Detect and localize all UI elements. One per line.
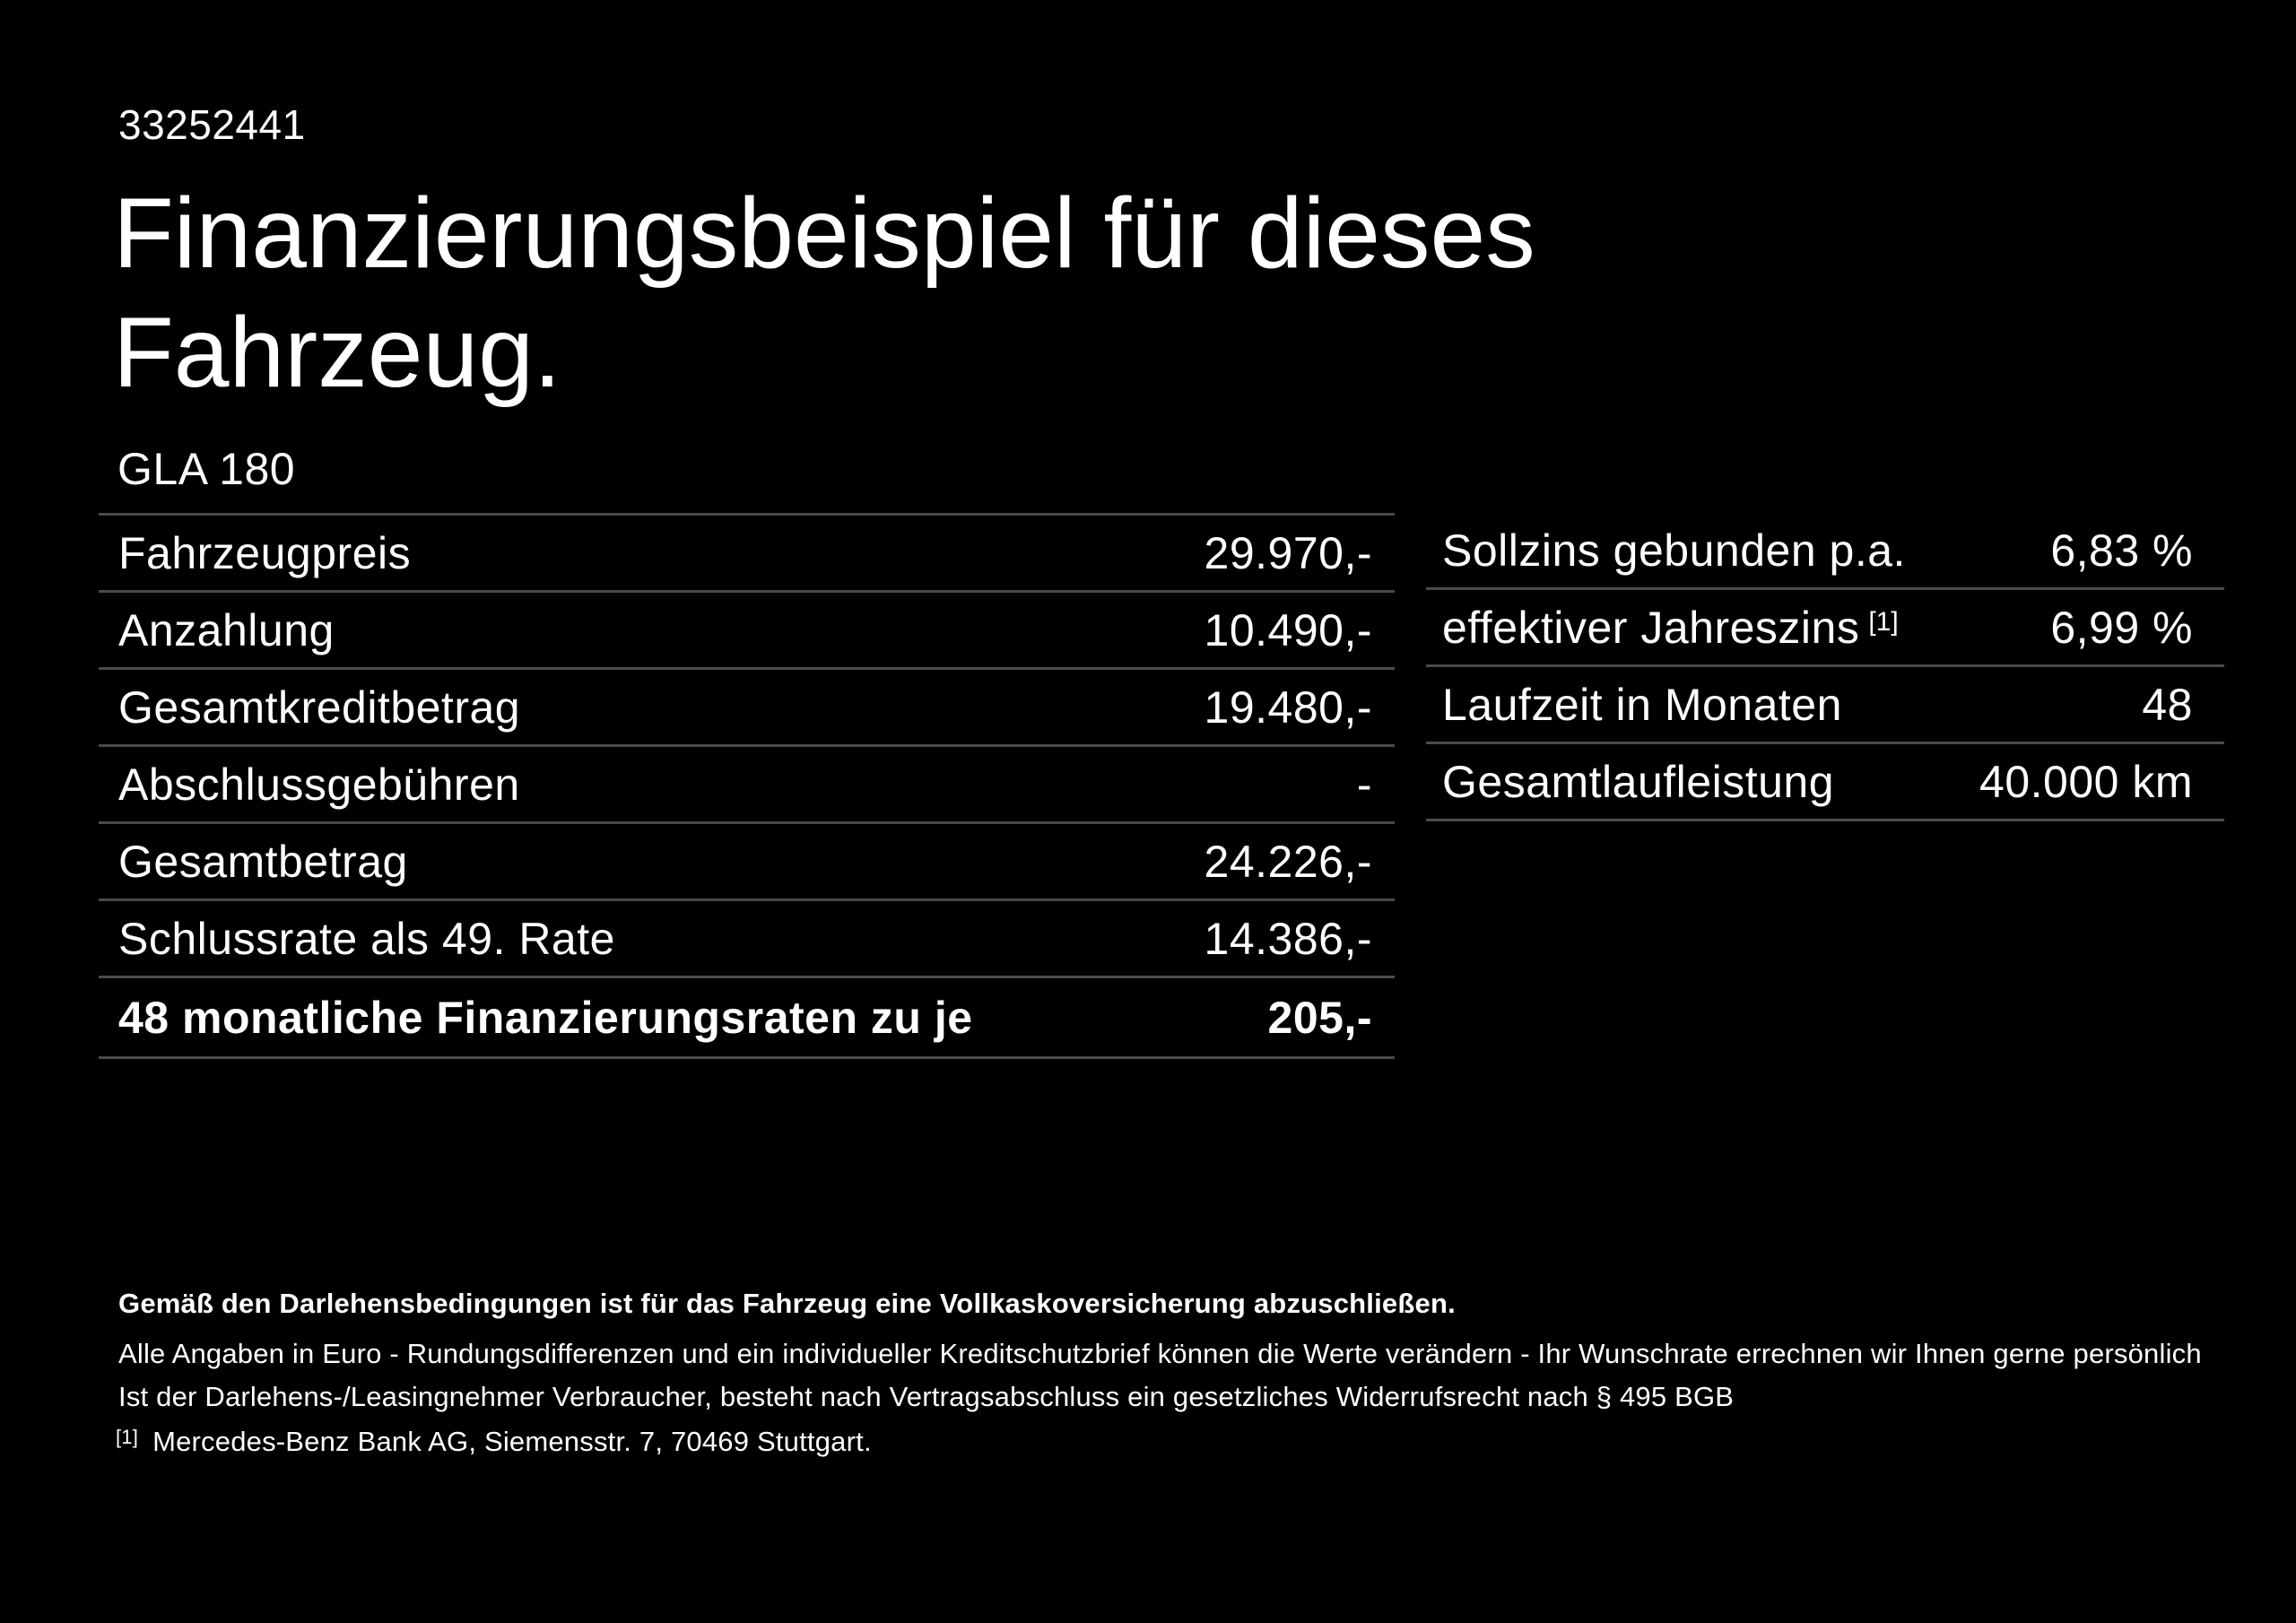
table-row: Sollzins gebunden p.a. 6,83 % [1426, 513, 2224, 590]
row-label: Sollzins gebunden p.a. [1442, 525, 1906, 576]
insurance-note: Gemäß den Darlehensbedingungen ist für d… [118, 1288, 1456, 1319]
tables-container: Fahrzeugpreis 29.970,- Anzahlung 10.490,… [99, 513, 2224, 1059]
row-label: Abschlussgebühren [118, 759, 520, 810]
footnote-reference: [1] [1868, 606, 1899, 637]
row-label: Gesamtlaufleistung [1442, 756, 1835, 807]
row-label: Gesamtbetrag [118, 836, 408, 887]
disclaimer-line-1: Alle Angaben in Euro - Rundungsdifferenz… [118, 1338, 2202, 1369]
row-value: 48 [2142, 679, 2193, 730]
page-title: Finanzierungsbeispiel für dieses Fahrzeu… [113, 178, 1535, 408]
row-label: Anzahlung [118, 604, 335, 655]
table-row: Abschlussgebühren - [99, 747, 1395, 824]
conditions-table: Sollzins gebunden p.a. 6,83 % effektiver… [1426, 513, 2224, 821]
table-row: Anzahlung 10.490,- [99, 593, 1395, 670]
row-value: 24.226,- [1204, 836, 1372, 887]
financing-table: Fahrzeugpreis 29.970,- Anzahlung 10.490,… [99, 513, 1395, 1059]
row-label: Gesamtkreditbetrag [118, 681, 521, 733]
row-value: 6,99 % [2050, 602, 2193, 653]
row-value: 10.490,- [1204, 604, 1372, 655]
row-value: - [1356, 759, 1372, 810]
row-value: 14.386,- [1204, 913, 1372, 964]
table-row: Laufzeit in Monaten 48 [1426, 667, 2224, 744]
row-label: Fahrzeugpreis [118, 527, 412, 578]
row-value: 19.480,- [1204, 681, 1372, 733]
row-label: effektiver Jahreszins [1] [1442, 602, 1899, 654]
row-value: 29.970,- [1204, 527, 1372, 578]
model-name: GLA 180 [117, 444, 296, 494]
table-row: Gesamtlaufleistung 40.000 km [1426, 744, 2224, 821]
footnote-marker: [1] [116, 1426, 139, 1448]
row-value: 6,83 % [2050, 525, 2193, 576]
table-row: Gesamtbetrag 24.226,- [99, 824, 1395, 901]
row-label: Schlussrate als 49. Rate [118, 913, 615, 964]
row-value: 205,- [1267, 992, 1372, 1043]
bank-footnote: [1] Mercedes-Benz Bank AG, Siemensstr. 7,… [116, 1426, 872, 1458]
table-row: Schlussrate als 49. Rate 14.386,- [99, 901, 1395, 978]
disclaimer-text: Alle Angaben in Euro - Rundungsdifferenz… [118, 1332, 2202, 1419]
row-label: 48 monatliche Finanzierungsraten zu je [118, 992, 973, 1043]
table-row: Gesamtkreditbetrag 19.480,- [99, 670, 1395, 747]
footnote-text: Mercedes-Benz Bank AG, Siemensstr. 7, 70… [152, 1426, 872, 1457]
vehicle-id: 33252441 [118, 101, 306, 148]
disclaimer-line-2: Ist der Darlehens-/Leasingnehmer Verbrau… [118, 1381, 1735, 1412]
row-label-text: effektiver Jahreszins [1442, 602, 1860, 653]
row-value: 40.000 km [1979, 756, 2193, 807]
row-label: Laufzeit in Monaten [1442, 679, 1842, 730]
table-row: effektiver Jahreszins [1] 6,99 % [1426, 590, 2224, 667]
table-row: Fahrzeugpreis 29.970,- [99, 516, 1395, 593]
table-row-monthly-rate: 48 monatliche Finanzierungsraten zu je 2… [99, 978, 1395, 1059]
